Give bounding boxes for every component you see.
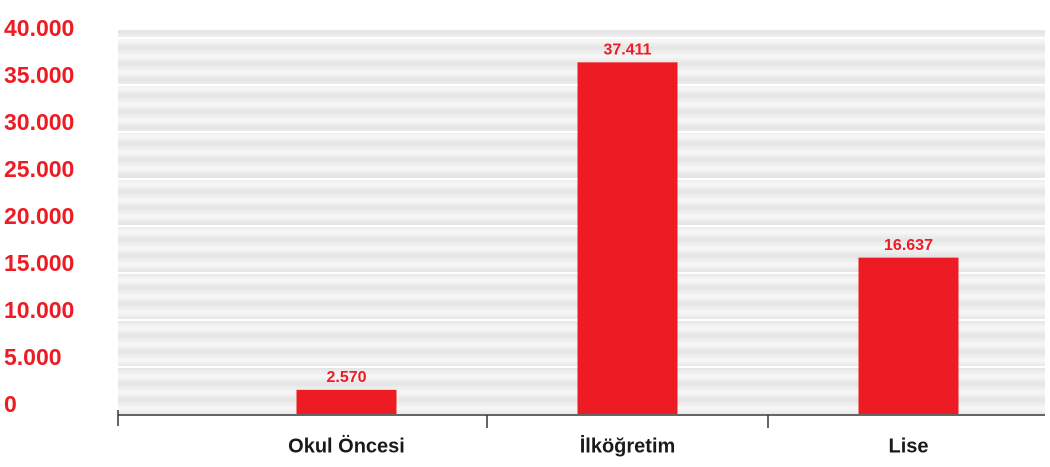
y-tick-label: 35.000: [4, 62, 74, 88]
y-tick-label: 10.000: [4, 297, 74, 323]
y-tick-label: 20.000: [4, 203, 74, 229]
x-tick-label: İlköğretim: [580, 434, 676, 457]
bar: [858, 257, 959, 414]
y-tick-label: 30.000: [4, 109, 74, 135]
value-label: 16.637: [884, 237, 933, 254]
y-tick-label: 5.000: [4, 344, 62, 370]
bar: [296, 389, 397, 414]
x-tick-label: Lise: [888, 435, 928, 457]
value-label: 37.411: [603, 42, 651, 59]
y-tick-label: 40.000: [4, 15, 74, 41]
y-tick-label: 15.000: [4, 250, 74, 276]
y-tick-label: 25.000: [4, 156, 74, 182]
value-label: 2.570: [326, 369, 366, 386]
x-tick-label: Okul Öncesi: [288, 434, 405, 457]
bar: [577, 62, 678, 414]
y-tick-label: 0: [4, 391, 17, 417]
